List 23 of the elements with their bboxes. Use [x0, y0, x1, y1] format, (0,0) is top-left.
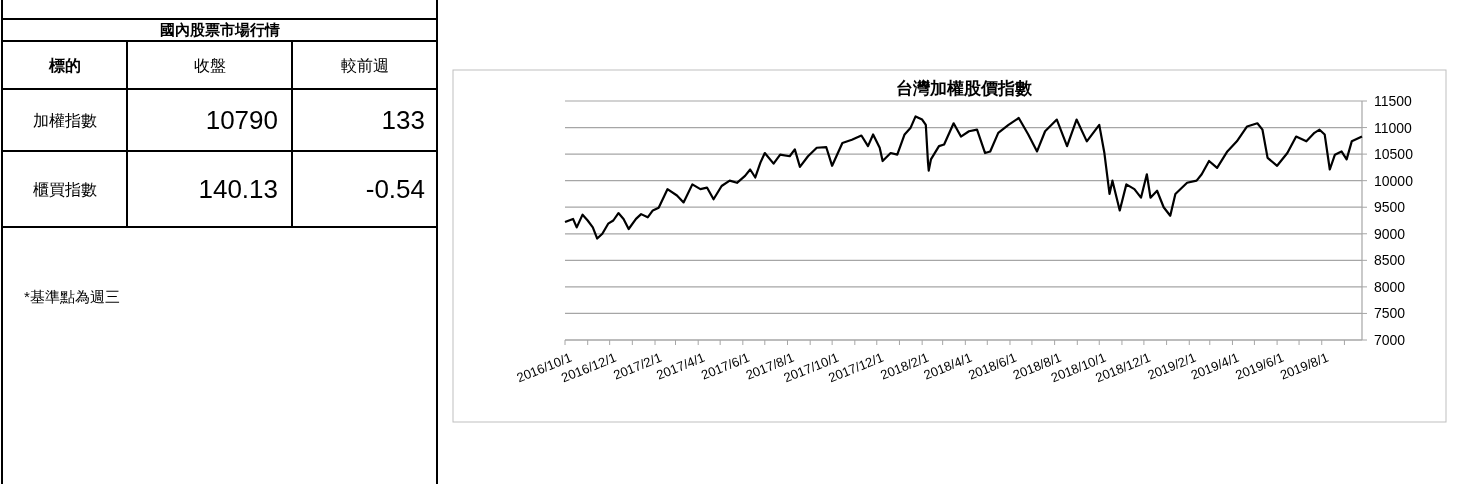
text: -0.54 [365, 174, 425, 204]
text: 140.13 [198, 174, 278, 204]
text: 標的 [47, 57, 81, 74]
text: 櫃買指數 [32, 181, 97, 198]
y-tick-label: 11000 [1374, 119, 1413, 136]
text: 收盤 [193, 57, 226, 74]
text: 133 [381, 105, 425, 135]
y-tick-label: 9000 [1374, 225, 1406, 242]
text: *基準點為週三 [24, 288, 120, 305]
text: 10790 [205, 105, 278, 135]
y-tick-label: 7000 [1374, 332, 1406, 348]
y-tick-label: 8500 [1374, 252, 1406, 269]
y-tick-label: 10000 [1374, 172, 1414, 189]
text: 加權指數 [32, 112, 97, 129]
y-tick-label: 7500 [1374, 305, 1406, 322]
y-tick-label: 8000 [1374, 278, 1406, 295]
text: 國內股票市場行情 [159, 21, 280, 38]
line-series [563, 115, 1364, 240]
y-tick-label: 9500 [1374, 199, 1406, 216]
y-tick-label: 10500 [1374, 146, 1414, 163]
y-tick-label: 11500 [1374, 93, 1413, 109]
text: 較前週 [340, 57, 389, 74]
chart-title: 台灣加權股價指數 [895, 79, 1033, 98]
